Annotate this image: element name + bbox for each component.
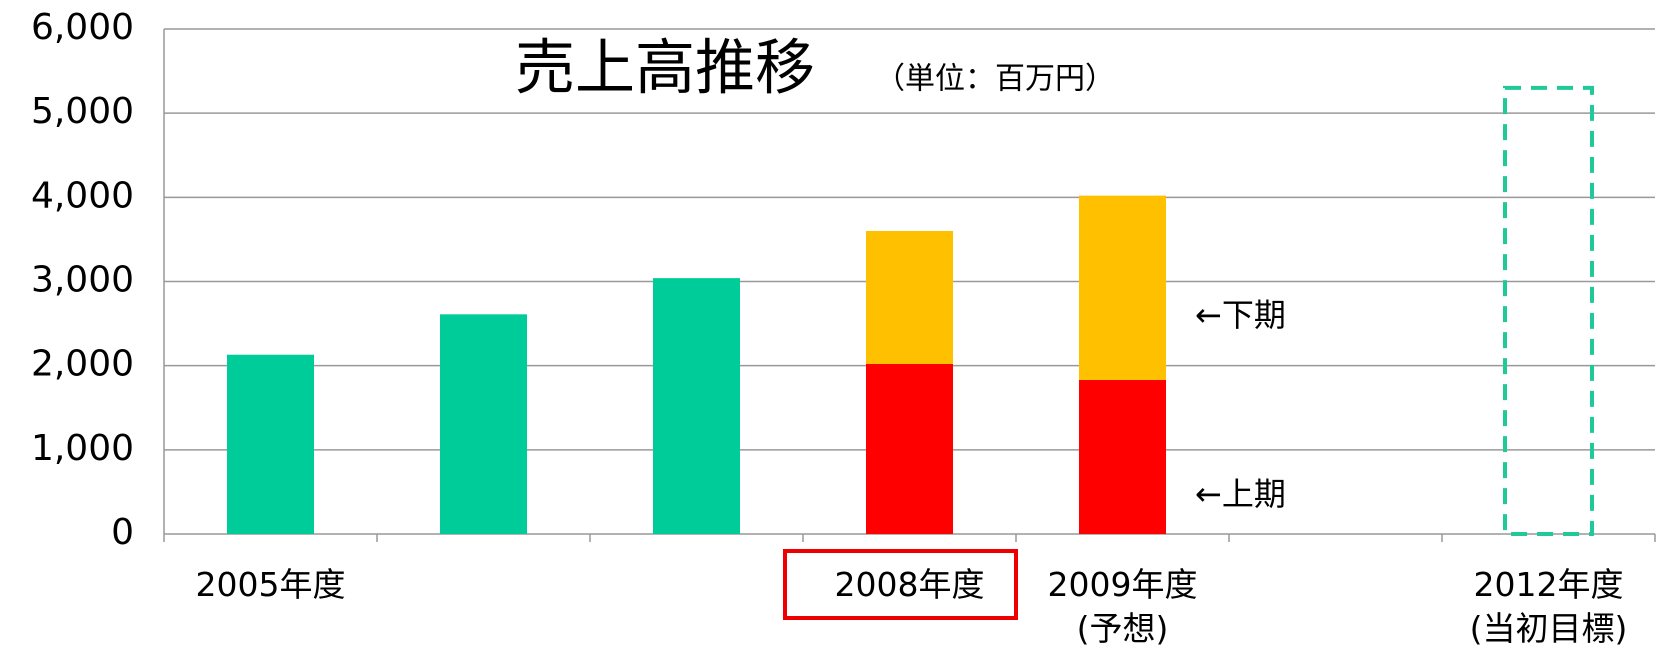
highlight-box xyxy=(783,549,1018,620)
bar xyxy=(227,354,314,534)
y-tick-label: 5,000 xyxy=(31,91,134,132)
y-tick-label: 0 xyxy=(111,512,134,553)
bar xyxy=(866,231,953,364)
y-tick-label: 3,000 xyxy=(31,260,134,301)
x-tick-label: 2005年度 xyxy=(195,565,346,604)
x-tick-label: 2009年度 (予想) xyxy=(1047,565,1198,648)
legend-label: ←上期 xyxy=(1195,475,1286,513)
chart-subtitle: （単位：百万円） xyxy=(875,62,1115,97)
y-tick-label: 4,000 xyxy=(31,175,134,216)
bar xyxy=(1503,85,1594,537)
y-tick-label: 2,000 xyxy=(31,344,134,385)
x-tick-label: 2008年度 xyxy=(834,565,985,604)
bar xyxy=(866,363,953,534)
bar xyxy=(1079,195,1166,380)
bar xyxy=(440,314,527,534)
bar xyxy=(1079,379,1166,534)
legend-label: ←下期 xyxy=(1195,296,1286,334)
y-tick-label: 6,000 xyxy=(31,7,134,48)
x-tick-label: 2012年度 (当初目標) xyxy=(1469,565,1628,648)
bar xyxy=(653,278,740,534)
chart-title: 売上高推移 xyxy=(515,34,815,104)
y-tick-label: 1,000 xyxy=(31,428,134,469)
